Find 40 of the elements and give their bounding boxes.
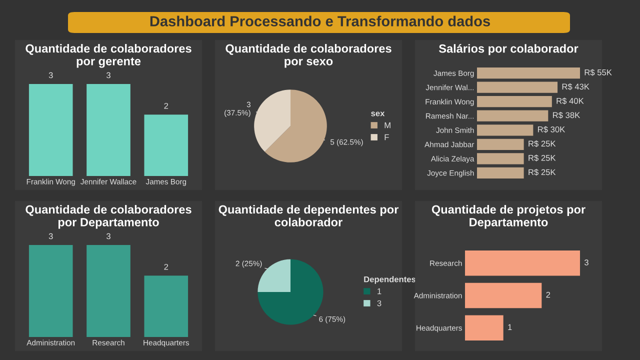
bar [477,110,548,122]
pie-slice [264,90,327,162]
legend-label: M [384,122,390,128]
legend-title: Dependentes [364,276,416,284]
data-label: 2 [546,292,550,298]
bar [477,82,558,93]
data-label: R$ 55K [584,69,612,76]
legend-label: 3 [377,300,382,306]
chart-title: Quantidade de colaboradores por sexo [226,44,392,68]
data-label: R$ 43K [562,83,590,90]
data-label: 3 [106,72,110,78]
data-label: 3 [48,72,53,78]
data-label: 3 [106,233,110,240]
data-label: R$ 25K [528,154,556,162]
data-label: R$ 40K [556,98,584,104]
bar [477,124,534,136]
bar [477,68,580,79]
bar [477,167,524,178]
data-label: R$ 30K [538,126,566,133]
data-label: R$ 25K [528,140,556,148]
data-label: R$ 38K [553,112,580,119]
text: Dashboard Processando e Transformando dados [150,16,490,26]
bar [477,153,524,164]
legend-label: 1 [378,288,382,294]
chart-title: Quantidade de colaboradores por Departamento [26,205,192,229]
legend-label: F [384,134,389,140]
legend-title: sex [371,112,385,116]
bar [477,96,552,108]
chart-title: Quantidade de dependentes por colaborador [218,205,399,226]
data-label: 3 [584,259,588,266]
chart-title: Salários por colaborador [438,44,578,56]
data-label: 2 [164,264,168,270]
chart-title: Quantidade de colaboradores por gerente [26,44,192,68]
chart-title: Quantidade de projetos por Departamento [432,205,586,229]
pie-slice [254,90,290,152]
data-label: 2 [164,102,168,109]
data-label: 1 [508,324,512,330]
data-label: R$ 25K [528,168,556,176]
bar [477,138,524,150]
data-label: 3 [48,233,53,240]
